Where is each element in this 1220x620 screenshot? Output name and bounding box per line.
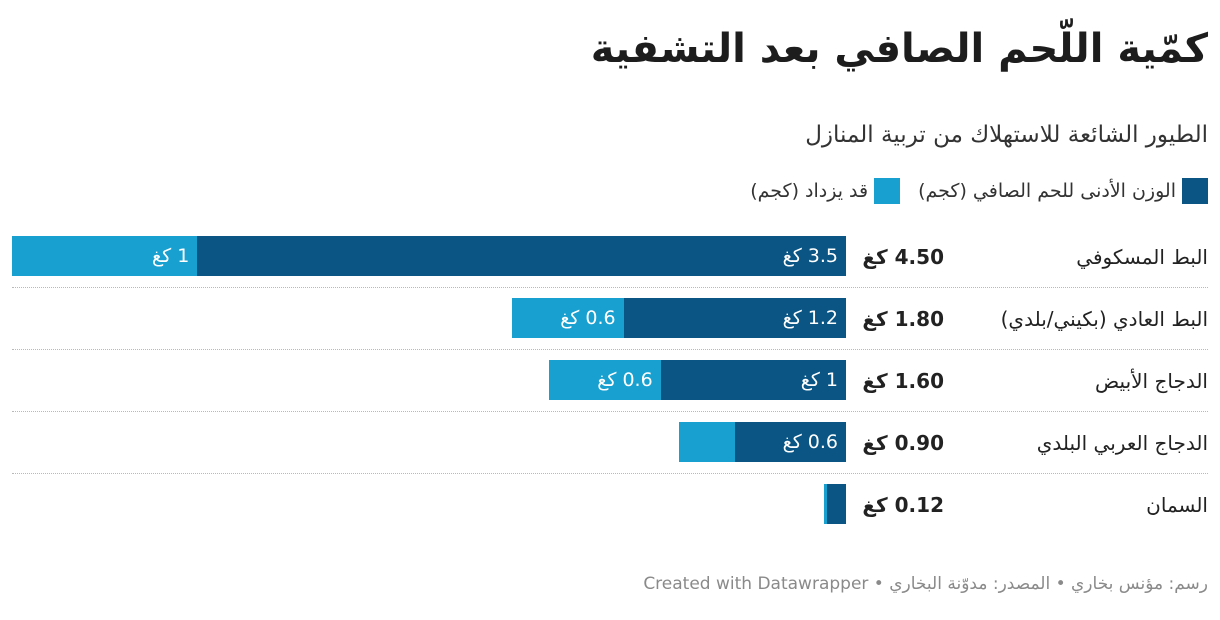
segment-value-label-extra: 0.6 كغ [597, 369, 653, 391]
segment-value-label-min: 1.2 كغ [782, 307, 838, 329]
total-label: 0.12 كغ [862, 493, 944, 517]
category-label: السمان [1146, 493, 1208, 517]
category-label: الدجاج العربي البلدي [1036, 431, 1208, 455]
chart-subtitle: الطيور الشائعة للاستهلاك من تربية المناز… [805, 122, 1208, 148]
segment-value-label-extra: 0.6 كغ [560, 307, 616, 329]
bar-row: الدجاج الأبيض 1.60 كغ 1 كغ 0.6 كغ [12, 360, 1208, 422]
legend-swatch-extra [874, 178, 901, 204]
bar-segment-min [734, 422, 846, 462]
row-separator [12, 473, 1208, 474]
bar-row: السمان 0.12 كغ [12, 484, 1208, 546]
bar-segment-min [623, 298, 846, 338]
total-label: 4.50 كغ [862, 245, 944, 269]
segment-value-label-min: 0.6 كغ [782, 431, 838, 453]
bar-segment-min [197, 236, 846, 276]
bar-row: البط العادي (بكيني/بلدي) 1.80 كغ 1.2 كغ 0.6… [12, 298, 1208, 360]
bar-segment-min [827, 484, 846, 524]
chart-legend: الوزن الأدنى للحم الصافي (كجم) قد يزداد … [732, 178, 1208, 204]
total-label: 1.80 كغ [862, 307, 944, 331]
legend-item-extra: قد يزداد (كجم) [750, 178, 901, 204]
bar-segment-min [660, 360, 846, 400]
bar-segment-extra [512, 298, 624, 338]
category-label: البط العادي (بكيني/بلدي) [1000, 307, 1208, 331]
segment-value-label-min: 3.5 كغ [782, 245, 838, 267]
legend-item-min: الوزن الأدنى للحم الصافي (كجم) [918, 178, 1208, 204]
bar-segment-extra [549, 360, 661, 400]
legend-label-extra: قد يزداد (كجم) [750, 180, 869, 202]
chart-footer: رسم: مؤنس بخاري • المصدر: مدوّنة البخاري… [643, 574, 1208, 594]
total-label: 0.90 كغ [862, 431, 944, 455]
segment-value-label-min: 1 كغ [800, 369, 838, 391]
row-separator [12, 411, 1208, 412]
category-label: البط المسكوفي [1076, 245, 1208, 269]
segment-value-label-extra: 1 كغ [152, 245, 190, 267]
legend-label-min: الوزن الأدنى للحم الصافي (كجم) [918, 180, 1176, 202]
chart-title: كمّية اللّحم الصافي بعد التشفية [590, 26, 1208, 72]
total-label: 1.60 كغ [862, 369, 944, 393]
bar-row: الدجاج العربي البلدي 0.90 كغ 0.6 كغ [12, 422, 1208, 484]
row-separator [12, 287, 1208, 288]
category-label: الدجاج الأبيض [1095, 369, 1208, 393]
row-separator [12, 349, 1208, 350]
bar-segment-extra [823, 484, 828, 524]
bar-segment-extra [679, 422, 735, 462]
bar-row: البط المسكوفي 4.50 كغ 3.5 كغ 1 كغ [12, 236, 1208, 298]
legend-swatch-min [1182, 178, 1208, 204]
bar-segment-extra [12, 236, 198, 276]
